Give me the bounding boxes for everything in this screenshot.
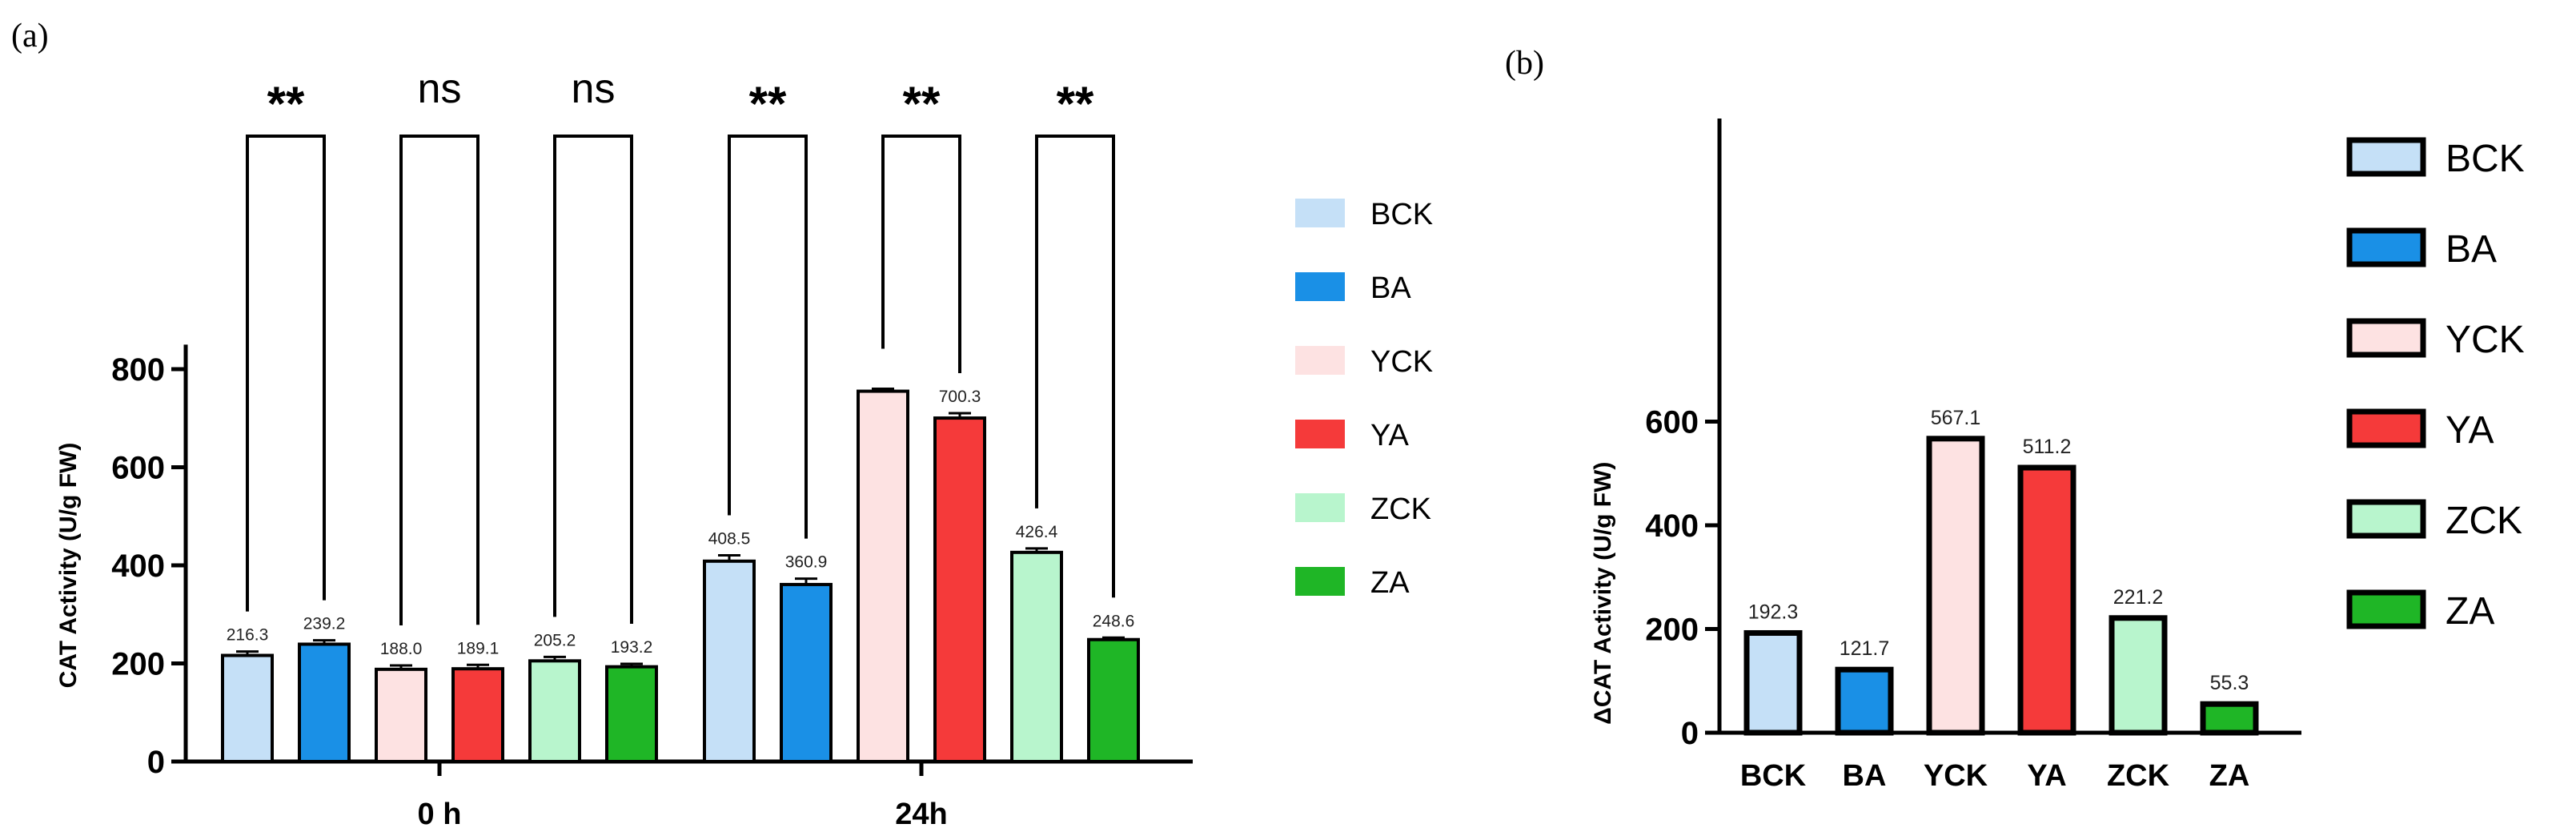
legend-label-BCK: BCK <box>2446 138 2525 180</box>
data-label: 189.1 <box>457 639 500 657</box>
x-tick-label: YA <box>2027 759 2066 793</box>
data-label: 239.2 <box>303 615 346 633</box>
bar-YCK-0 <box>375 667 427 763</box>
data-label: 511.2 <box>2023 436 2072 458</box>
y-tick-label: 400 <box>1645 508 1699 544</box>
data-label: 193.2 <box>611 638 653 657</box>
bar-ZA-0 <box>605 665 658 763</box>
bar-ZCK <box>2109 615 2168 736</box>
bar-BCK-1 <box>703 559 756 764</box>
legend-b: BCK BA YCK YA ZCK ZA <box>2346 137 2525 633</box>
data-label: 121.7 <box>1840 637 1890 660</box>
y-tick-label: 200 <box>1645 613 1699 648</box>
x-tick-label: 0 h <box>418 798 462 831</box>
bar-YA-1 <box>933 416 986 763</box>
legend-swatch-ZCK <box>1295 493 1345 522</box>
significance-label: ns <box>418 66 462 112</box>
legend-swatch-YCK <box>1295 346 1345 375</box>
legend-label-BCK: BCK <box>1370 198 1433 231</box>
data-label: 700.3 <box>939 388 981 406</box>
panel-a-label: (a) <box>11 18 49 54</box>
legend-label-ZA: ZA <box>1370 566 1410 600</box>
data-label: 426.4 <box>1016 523 1058 541</box>
bar-ZCK-0 <box>528 659 581 763</box>
significance-label: ** <box>1057 77 1094 131</box>
bar-BA-0 <box>298 642 351 763</box>
data-label: 205.2 <box>534 631 576 649</box>
bar-YCK-1 <box>857 389 909 763</box>
legend-label-BA: BA <box>1370 271 1411 305</box>
legend-a: BCK BA YCK YA ZCK ZA <box>1295 198 1433 600</box>
significance-bracket <box>881 135 961 373</box>
data-label: 567.1 <box>1931 407 1981 429</box>
significance-bracket <box>399 135 479 625</box>
significance-bracket <box>728 135 808 539</box>
data-label: 248.6 <box>1093 612 1135 630</box>
legend-label-BA: BA <box>2446 228 2497 271</box>
data-label: 360.9 <box>785 553 828 572</box>
data-label: 216.3 <box>227 626 269 645</box>
chart-a: 0 200 400 600 800 CAT Activity (U/g FW) 216.3 2… <box>55 66 1193 831</box>
data-label: 188.0 <box>380 640 423 658</box>
significance-label: ** <box>749 77 787 131</box>
chart-b: 0 200 400 600 ΔCAT Activity (U/g FW) 192.3 BCK… <box>1590 119 2301 793</box>
significance-bracket <box>1035 135 1115 598</box>
panel-b-label: (b) <box>1505 45 1544 82</box>
legend-label-ZA: ZA <box>2446 590 2494 633</box>
legend-swatch-ZA <box>2346 589 2426 629</box>
y-tick-label: 0 <box>1681 716 1699 751</box>
significance-label: ** <box>267 77 305 131</box>
y-axis-title: ΔCAT Activity (U/g FW) <box>1590 462 1616 725</box>
legend-swatch-YA <box>2346 408 2426 448</box>
significance-bracket <box>246 135 326 612</box>
x-tick-label: BCK <box>1740 759 1807 793</box>
y-tick-label: 0 <box>147 745 165 780</box>
data-label: 221.2 <box>2113 586 2164 609</box>
bar-YCK <box>1926 436 1985 736</box>
legend-label-ZCK: ZCK <box>2446 500 2522 542</box>
x-tick-label: 24h <box>895 798 947 831</box>
legend-swatch-YA <box>1295 420 1345 448</box>
x-tick-label: ZCK <box>2107 759 2170 793</box>
legend-swatch-ZA <box>1295 567 1345 596</box>
x-tick-label: ZA <box>2209 759 2250 793</box>
legend-swatch-BCK <box>1295 199 1345 227</box>
legend-swatch-BCK <box>2346 137 2426 177</box>
bar-YA <box>2017 464 2076 736</box>
bar-BCK-0 <box>221 653 274 763</box>
significance-label: ns <box>572 66 616 112</box>
y-tick-label: 600 <box>111 451 165 486</box>
bar-YA-0 <box>451 667 504 764</box>
y-axis-title: CAT Activity (U/g FW) <box>55 443 82 689</box>
significance-bracket <box>553 135 633 624</box>
x-tick-label: BA <box>1843 759 1887 793</box>
bar-BA-1 <box>780 582 833 763</box>
y-tick-label: 600 <box>1645 405 1699 440</box>
data-label: 408.5 <box>708 529 751 548</box>
legend-swatch-BA <box>2346 227 2426 267</box>
bar-ZA-1 <box>1087 637 1140 763</box>
bar-BA <box>1835 666 1894 736</box>
bar-ZCK-1 <box>1010 550 1063 764</box>
data-label: 192.3 <box>1748 601 1799 623</box>
legend-swatch-BA <box>1295 272 1345 301</box>
data-label: 55.3 <box>2210 672 2249 694</box>
legend-label-YA: YA <box>1370 419 1410 452</box>
y-tick-label: 400 <box>111 549 165 584</box>
legend-swatch-ZCK <box>2346 499 2426 539</box>
y-tick-label: 800 <box>111 352 165 388</box>
legend-label-YCK: YCK <box>1370 345 1433 379</box>
legend-label-YCK: YCK <box>2446 319 2525 361</box>
x-tick-label: YCK <box>1924 759 1988 793</box>
bar-ZA <box>2200 701 2259 736</box>
y-tick-label: 200 <box>111 647 165 682</box>
legend-label-YA: YA <box>2446 409 2494 452</box>
bar-BCK <box>1743 629 1803 736</box>
legend-label-ZCK: ZCK <box>1370 492 1431 526</box>
significance-label: ** <box>903 77 941 131</box>
legend-swatch-YCK <box>2346 318 2426 358</box>
